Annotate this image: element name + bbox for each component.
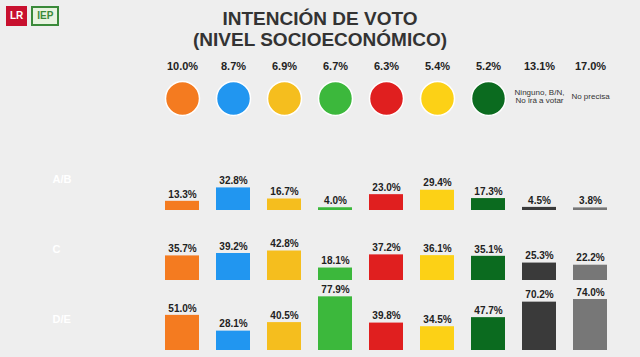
svg-text:35.7%: 35.7%	[168, 243, 196, 254]
svg-text:70.2%: 70.2%	[525, 289, 553, 300]
svg-text:C: C	[53, 243, 61, 255]
svg-text:47.7%: 47.7%	[474, 305, 502, 316]
svg-text:39.8%: 39.8%	[372, 310, 400, 321]
svg-text:36.1%: 36.1%	[423, 243, 451, 254]
svg-text:34.5%: 34.5%	[423, 314, 451, 325]
svg-text:Ninguno, B/N,No irá a votar: Ninguno, B/N,No irá a votar	[515, 88, 565, 105]
svg-text:39.2%: 39.2%	[219, 241, 247, 252]
svg-text:17.3%: 17.3%	[474, 186, 502, 197]
svg-text:5.2%: 5.2%	[476, 60, 501, 72]
svg-text:17.0%: 17.0%	[575, 60, 606, 72]
svg-text:40.5%: 40.5%	[270, 310, 298, 321]
html-text:LR: LR	[10, 10, 24, 21]
svg-text:37.2%: 37.2%	[372, 242, 400, 253]
svg-text:6.9%: 6.9%	[272, 60, 297, 72]
svg-text:77.9%: 77.9%	[321, 284, 349, 295]
html-text:INTENCIÓN DE VOTO: INTENCIÓN DE VOTO	[222, 8, 418, 29]
svg-text:5.4%: 5.4%	[425, 60, 450, 72]
svg-text:22.2%: 22.2%	[576, 252, 604, 263]
svg-text:A/B: A/B	[53, 173, 72, 185]
svg-text:35.1%: 35.1%	[474, 244, 502, 255]
svg-text:D/E: D/E	[53, 313, 71, 325]
svg-text:51.0%: 51.0%	[168, 303, 196, 314]
svg-text:29.4%: 29.4%	[423, 177, 451, 188]
svg-text:4.5%: 4.5%	[528, 195, 551, 206]
svg-text:13.3%: 13.3%	[168, 189, 196, 200]
svg-text:8.7%: 8.7%	[221, 60, 246, 72]
html-text:(NIVEL SOCIOECONÓMICO): (NIVEL SOCIOECONÓMICO)	[193, 29, 447, 50]
svg-text:10.0%: 10.0%	[167, 60, 198, 72]
svg-text:16.7%: 16.7%	[270, 186, 298, 197]
svg-text:23.0%: 23.0%	[372, 182, 400, 193]
svg-text:28.1%: 28.1%	[219, 318, 247, 329]
svg-text:6.7%: 6.7%	[323, 60, 348, 72]
html-text:IEP: IEP	[37, 10, 54, 21]
svg-text:6.3%: 6.3%	[374, 60, 399, 72]
svg-text:No precisa: No precisa	[571, 92, 610, 101]
svg-text:25.3%: 25.3%	[525, 250, 553, 261]
svg-text:74.0%: 74.0%	[576, 287, 604, 298]
svg-text:4.0%: 4.0%	[324, 195, 347, 206]
svg-text:32.8%: 32.8%	[219, 175, 247, 186]
svg-text:3.8%: 3.8%	[579, 195, 602, 206]
svg-text:13.1%: 13.1%	[524, 60, 555, 72]
svg-text:42.8%: 42.8%	[270, 238, 298, 249]
svg-text:18.1%: 18.1%	[321, 255, 349, 266]
